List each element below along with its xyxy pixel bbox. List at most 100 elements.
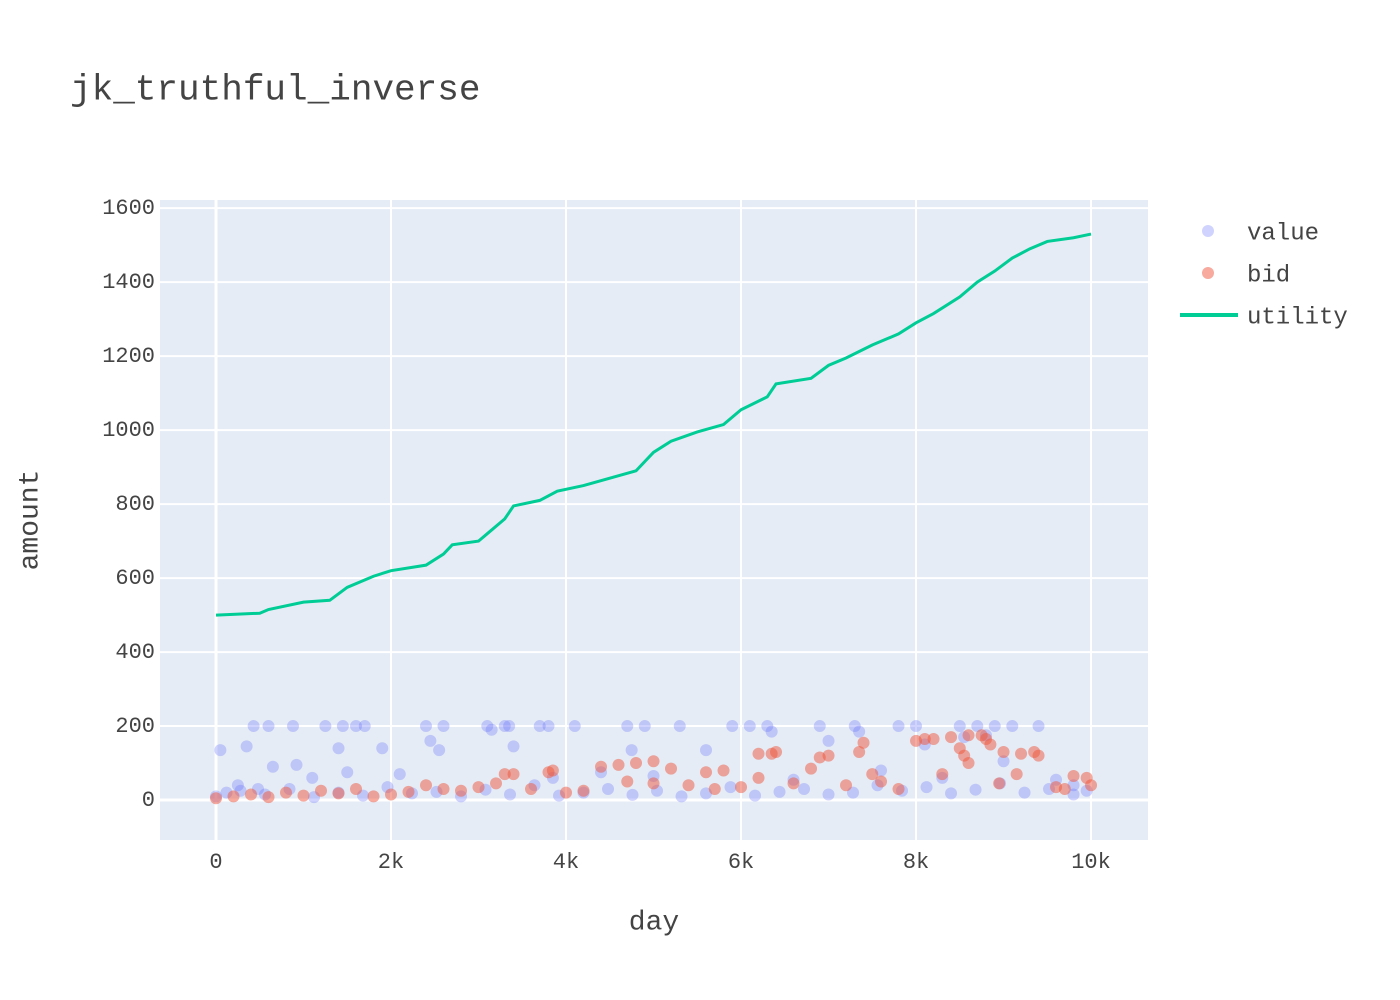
point — [765, 747, 778, 760]
point — [875, 775, 888, 788]
y-tick-label: 200 — [115, 714, 155, 739]
point — [420, 720, 433, 733]
point — [1080, 771, 1093, 784]
y-axis-title: amount — [15, 470, 46, 571]
marks — [210, 232, 1098, 805]
point — [280, 786, 293, 799]
point — [665, 762, 678, 775]
point — [682, 779, 695, 792]
point — [393, 768, 406, 781]
point — [761, 720, 774, 733]
point — [765, 725, 778, 738]
y-tick-label: 600 — [115, 566, 155, 591]
point — [240, 740, 253, 753]
point — [969, 783, 982, 796]
point — [752, 771, 765, 784]
point — [498, 768, 511, 781]
point — [840, 779, 853, 792]
point — [984, 738, 997, 751]
point — [625, 744, 638, 757]
point — [857, 736, 870, 749]
point — [455, 784, 468, 797]
point — [962, 757, 975, 770]
point — [988, 720, 1001, 733]
point — [315, 784, 328, 797]
point — [962, 729, 975, 742]
point — [975, 729, 988, 742]
point — [853, 745, 866, 758]
point — [918, 733, 931, 746]
point — [787, 777, 800, 790]
point — [1032, 720, 1045, 733]
point — [708, 782, 721, 795]
point — [735, 781, 748, 794]
point — [892, 782, 905, 795]
point — [595, 760, 608, 773]
x-axis-title: day — [629, 907, 679, 938]
x-tick-label: 10k — [1071, 850, 1111, 875]
plot-area — [160, 200, 1148, 840]
point — [503, 720, 516, 733]
point — [376, 742, 389, 755]
line — [215, 232, 1092, 617]
point — [297, 789, 310, 802]
point — [402, 785, 415, 798]
legend-label: utility — [1247, 304, 1348, 331]
point — [813, 720, 826, 733]
point — [481, 720, 494, 733]
point — [848, 720, 861, 733]
point — [945, 787, 958, 800]
point — [1067, 770, 1080, 782]
point — [910, 720, 923, 733]
point — [336, 720, 349, 733]
point — [1015, 747, 1028, 760]
point — [675, 790, 688, 803]
x-tick-label: 6k — [728, 850, 754, 875]
point — [1018, 786, 1031, 799]
point — [1006, 720, 1019, 733]
point — [621, 775, 634, 788]
point — [717, 764, 730, 777]
point — [602, 782, 615, 795]
legend-label: bid — [1247, 262, 1290, 289]
point — [332, 787, 345, 800]
point — [647, 777, 660, 790]
point — [612, 758, 625, 771]
grid — [160, 200, 1148, 840]
y-tick-label: 1200 — [102, 344, 155, 369]
point — [433, 744, 446, 757]
point — [1028, 745, 1041, 758]
point — [266, 760, 279, 773]
point — [358, 720, 371, 733]
point — [971, 720, 984, 733]
point — [498, 720, 511, 733]
point — [936, 768, 949, 781]
x-tick-label: 2k — [378, 850, 404, 875]
point — [290, 758, 303, 771]
point — [813, 751, 826, 764]
x-tick-label: 8k — [903, 850, 929, 875]
point — [892, 720, 905, 733]
point — [319, 720, 332, 733]
point — [546, 764, 559, 777]
legend-swatch — [1202, 225, 1214, 237]
point — [424, 734, 437, 747]
point — [214, 744, 227, 757]
y-tick-label: 1000 — [102, 418, 155, 443]
point — [1058, 782, 1071, 795]
point — [420, 779, 433, 792]
point — [805, 762, 818, 775]
point — [749, 789, 762, 802]
point — [504, 788, 517, 801]
point — [997, 745, 1010, 758]
point — [385, 788, 398, 801]
y-tick-label: 1400 — [102, 270, 155, 295]
point — [1010, 768, 1023, 781]
point — [726, 720, 739, 733]
point — [920, 781, 933, 794]
y-tick-label: 0 — [142, 788, 155, 813]
point — [507, 740, 520, 753]
point — [507, 768, 520, 781]
point — [262, 791, 275, 804]
